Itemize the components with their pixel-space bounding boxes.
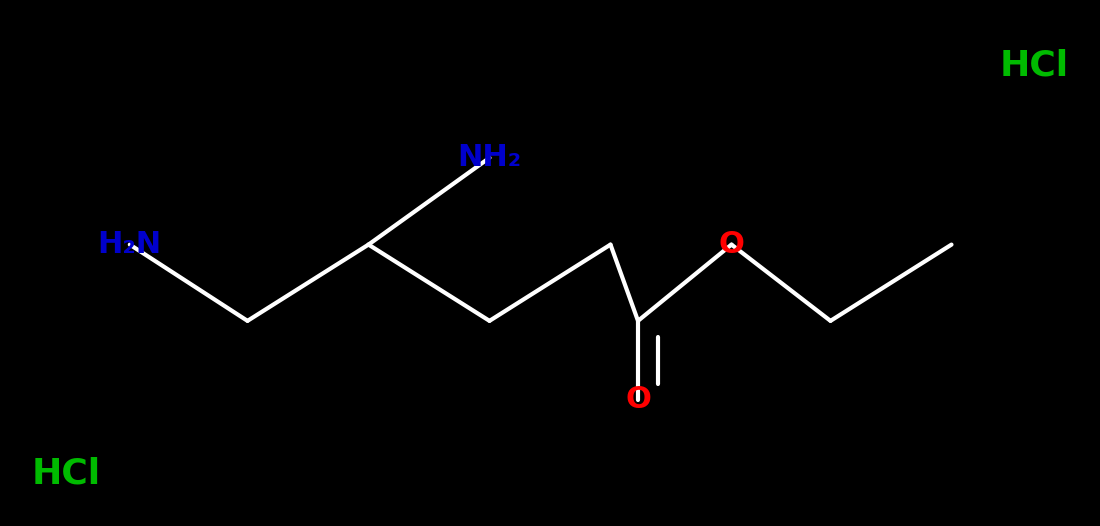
Text: O: O [718,230,745,259]
Text: HCl: HCl [1000,49,1068,83]
Text: HCl: HCl [32,457,100,490]
Text: NH₂: NH₂ [458,143,521,173]
Text: O: O [625,385,651,414]
Text: H₂N: H₂N [98,230,162,259]
